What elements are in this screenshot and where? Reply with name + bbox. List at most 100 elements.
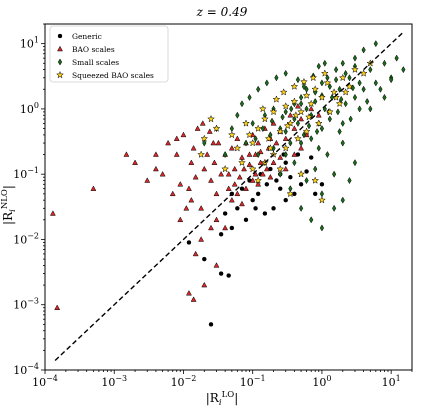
data-point [207,114,215,123]
data-point [233,144,242,152]
plot-border [44,23,413,371]
data-point [283,121,292,130]
data-point [272,95,281,103]
data-point [319,125,325,133]
data-point [221,164,230,173]
data-point [254,124,263,132]
data-point [243,217,249,223]
legend-marker [57,33,63,39]
data-point [308,105,315,112]
data-point [313,165,318,173]
data-point [188,159,195,165]
data-point [235,111,240,119]
data-point [283,150,288,159]
data-point [373,79,378,87]
y-axis-title: |RiNLO| [0,185,18,225]
data-point [255,181,262,187]
data-point [282,135,289,141]
data-point [280,113,285,121]
data-point [332,93,340,101]
data-point [341,88,350,96]
data-point [302,127,311,135]
data-point [323,78,332,87]
data-point [186,185,192,191]
data-point [352,54,358,62]
data-point [234,135,241,141]
data-point [309,216,314,224]
data-point [198,205,205,211]
data-point [222,224,229,231]
data-point [335,99,344,108]
data-point [202,256,207,262]
chart-title: z = 0.49 [196,5,248,19]
data-point [152,165,159,172]
data-point [394,54,399,62]
data-point [245,130,254,139]
series-generic [186,152,325,327]
data-point [281,102,290,110]
data-point [283,160,288,165]
data-point [249,177,256,183]
data-point [165,139,172,146]
data-point [208,322,214,327]
data-point [239,186,245,191]
data-point [279,88,288,96]
data-point [256,150,261,159]
data-point [228,196,235,203]
data-point [159,170,166,177]
data-point [317,93,326,101]
data-point [177,181,184,187]
data-point [186,290,192,296]
x-tick-label: 10−4 [32,374,58,389]
data-point [242,119,250,127]
data-point [225,170,232,177]
data-point [200,134,209,143]
data-point [276,127,285,135]
points-layer [49,40,406,327]
data-point [291,125,298,131]
legend-marker [56,70,64,79]
data-point [194,125,201,131]
data-point [264,182,270,187]
data-point [298,100,304,108]
data-point [298,144,305,151]
data-point [213,216,220,223]
data-point [401,66,406,74]
data-point [365,97,370,106]
data-point [290,97,299,105]
data-point [316,62,321,70]
data-point [243,185,249,191]
data-point [361,46,366,54]
data-point [270,159,277,165]
data-point [290,82,299,90]
data-point [243,139,249,147]
data-point [49,210,56,216]
legend: Generic BAO scales Small scales Squeezed BA… [49,25,169,83]
data-point [246,161,253,167]
data-point [262,211,268,216]
data-point [190,296,197,302]
data-point [257,159,264,165]
data-point [282,165,289,172]
data-point [332,170,337,178]
data-point [256,85,261,93]
data-point [319,182,325,187]
data-point [231,165,238,172]
data-point [295,76,301,84]
data-point [222,211,228,216]
data-point [271,206,276,211]
legend-marker [57,45,63,52]
data-point [269,117,275,125]
data-point [298,182,304,187]
data-point [177,216,184,223]
data-point [338,73,347,82]
data-point [218,271,224,276]
legend-box [49,25,169,83]
legend-label: Squeezed BAO scales [72,71,154,80]
data-point [343,100,348,108]
data-point [330,88,339,96]
data-point [180,131,187,138]
data-point [317,196,326,204]
data-point [289,105,294,113]
